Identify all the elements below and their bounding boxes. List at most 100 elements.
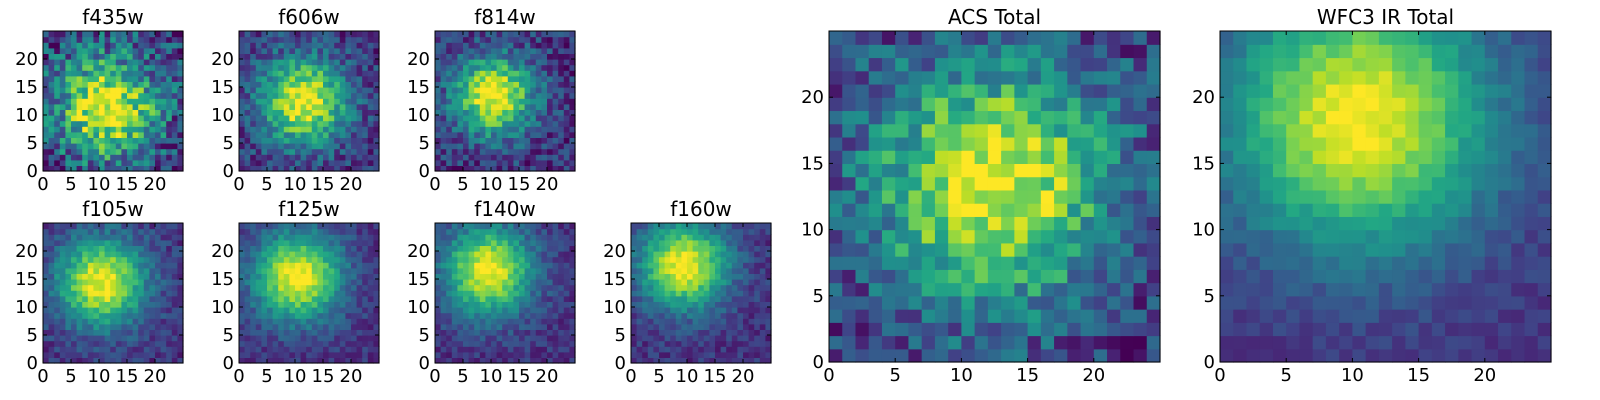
heatmap-cell <box>563 262 570 269</box>
heatmap-cell <box>1093 335 1108 350</box>
heatmap-cell <box>535 262 542 269</box>
heatmap-cell <box>323 103 330 110</box>
heatmap-cell <box>289 256 296 263</box>
heatmap-cell <box>115 126 122 133</box>
heatmap-cell <box>255 273 262 280</box>
heatmap-cell <box>569 329 576 336</box>
heatmap-cell <box>547 159 554 166</box>
heatmap-cell <box>485 357 492 364</box>
heatmap-cell <box>76 267 83 274</box>
heatmap-cell <box>496 143 503 150</box>
heatmap-cell <box>715 295 722 302</box>
heatmap-cell <box>715 251 722 258</box>
heatmap-cell <box>440 75 447 82</box>
heatmap-cell <box>48 42 55 49</box>
heatmap-cell <box>507 115 514 122</box>
heatmap-cell <box>563 295 570 302</box>
heatmap-cell <box>362 251 369 258</box>
heatmap-cell <box>334 126 341 133</box>
heatmap-cell <box>726 245 733 252</box>
heatmap-cell <box>239 81 246 88</box>
heatmap-cell <box>104 148 111 155</box>
heatmap-cell <box>569 64 576 71</box>
heatmap-cell <box>104 64 111 71</box>
heatmap-cell <box>155 245 162 252</box>
heatmap-cell <box>491 115 498 122</box>
heatmap-cell <box>99 47 106 54</box>
heatmap-cell <box>485 307 492 314</box>
heatmap-cell <box>311 154 318 161</box>
heatmap-cell <box>496 234 503 241</box>
heatmap-cell <box>104 307 111 314</box>
heatmap-cell <box>519 267 526 274</box>
x-tick-label: 10 <box>676 366 699 387</box>
heatmap-cell <box>642 262 649 269</box>
heatmap-cell <box>519 340 526 347</box>
heatmap-cell <box>334 340 341 347</box>
heatmap-cell <box>328 109 335 116</box>
heatmap-cell <box>547 148 554 155</box>
heatmap-cell <box>255 154 262 161</box>
heatmap-cell <box>59 81 66 88</box>
heatmap-cell <box>48 47 55 54</box>
heatmap-cell <box>765 312 772 319</box>
heatmap-cell <box>87 301 94 308</box>
heatmap-cell <box>43 223 50 230</box>
heatmap-cell <box>535 307 542 314</box>
heatmap-cell <box>149 148 156 155</box>
heatmap-cell <box>563 115 570 122</box>
heatmap-cell <box>367 75 374 82</box>
heatmap-cell <box>250 295 257 302</box>
heatmap-cell <box>1080 282 1095 297</box>
heatmap-cell <box>535 31 542 38</box>
heatmap-cell <box>250 36 257 43</box>
heatmap-cell <box>513 115 520 122</box>
heatmap-cell <box>507 70 514 77</box>
heatmap-cell <box>160 109 167 116</box>
heatmap-cell <box>328 295 335 302</box>
heatmap-cell <box>653 273 660 280</box>
heatmap-cell <box>921 163 936 178</box>
heatmap-cell <box>502 81 509 88</box>
heatmap-cell <box>765 290 772 297</box>
heatmap-cell <box>726 239 733 246</box>
heatmap-cell <box>474 351 481 358</box>
heatmap-cell <box>166 301 173 308</box>
heatmap-cell <box>642 273 649 280</box>
x-tick-label: 15 <box>116 366 139 387</box>
heatmap-cell <box>709 329 716 336</box>
heatmap-cell <box>149 290 156 297</box>
heatmap-cell <box>541 223 548 230</box>
heatmap-cell <box>675 290 682 297</box>
heatmap-cell <box>446 47 453 54</box>
heatmap-cell <box>244 346 251 353</box>
heatmap-cell <box>289 273 296 280</box>
heatmap-cell <box>267 284 274 291</box>
heatmap-cell <box>485 53 492 60</box>
heatmap-cell <box>143 351 150 358</box>
heatmap-cell <box>121 323 128 330</box>
heatmap-cell <box>987 203 1002 217</box>
heatmap-cell <box>491 234 498 241</box>
heatmap-cell <box>569 223 576 230</box>
heatmap-cell <box>703 357 710 364</box>
heatmap-cell <box>132 284 139 291</box>
heatmap-cell <box>138 87 145 94</box>
panel-title: f435w <box>82 5 144 29</box>
heatmap-cell <box>306 154 313 161</box>
heatmap-cell <box>1133 242 1148 257</box>
heatmap-cell <box>631 256 638 263</box>
heatmap-cell <box>345 279 352 286</box>
heatmap-cell <box>362 70 369 77</box>
heatmap-cell <box>1040 256 1055 270</box>
heatmap-cell <box>1014 322 1029 337</box>
heatmap-cell <box>317 273 324 280</box>
heatmap-cell <box>155 154 162 161</box>
heatmap-cell <box>171 223 178 230</box>
heatmap-cell <box>934 229 949 244</box>
heatmap-cell <box>300 267 307 274</box>
heatmap-cell <box>479 92 486 99</box>
heatmap-cell <box>451 143 458 150</box>
heatmap-cell <box>463 346 470 353</box>
heatmap-cell <box>356 335 363 342</box>
